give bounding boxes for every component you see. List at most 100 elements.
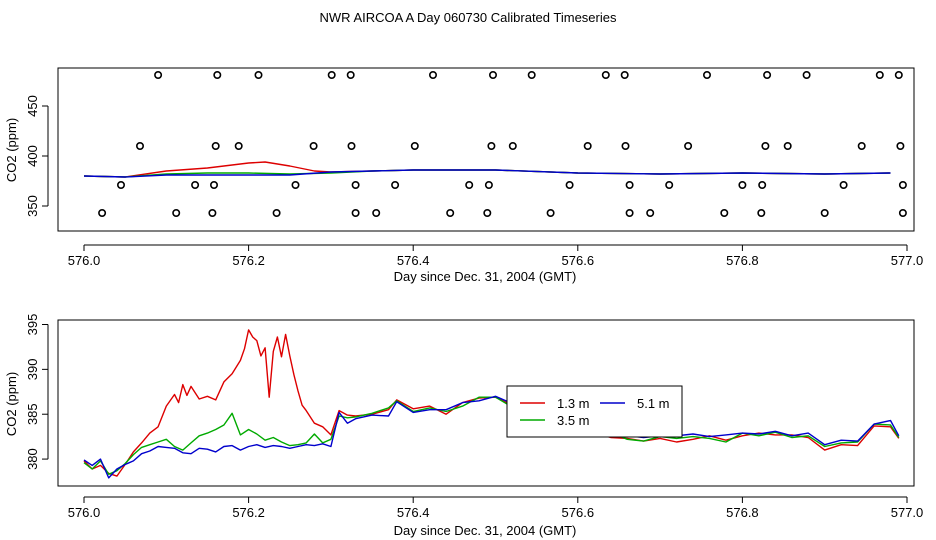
reference-point-marker xyxy=(646,209,655,218)
reference-point-marker xyxy=(410,142,419,151)
top-x-tick-label: 576.4 xyxy=(397,253,430,268)
top-y-axis-label: CO2 (ppm) xyxy=(4,118,19,182)
reference-point-marker xyxy=(483,209,492,218)
reference-point-marker xyxy=(546,209,555,218)
top-plot-frame xyxy=(57,67,915,232)
reference-point-marker xyxy=(738,181,747,190)
bottom-y-tick-label: 395 xyxy=(25,314,40,336)
top-x-tick-label: 576.8 xyxy=(726,253,759,268)
bottom-x-tick-label: 576.6 xyxy=(562,505,595,520)
top-x-tick-label: 576.6 xyxy=(562,253,595,268)
reference-point-marker xyxy=(488,71,497,80)
reference-point-marker xyxy=(857,142,866,151)
bottom-y-axis-label: CO2 (ppm) xyxy=(4,372,19,436)
bottom-x-tick-label: 576.2 xyxy=(232,505,265,520)
bottom-marks xyxy=(83,329,900,479)
reference-point-marker xyxy=(802,71,811,80)
bottom-x-tick-label: 577.0 xyxy=(891,505,924,520)
reference-point-marker xyxy=(327,71,336,80)
top-x-tick-label: 576.2 xyxy=(232,253,265,268)
reference-point-marker xyxy=(620,71,629,80)
reference-point-marker xyxy=(508,142,517,151)
top-x-axis: 576.0 576.2 576.4 576.6 576.8 577.0 xyxy=(68,244,924,268)
reference-point-marker xyxy=(211,142,220,151)
bottom-x-tick-label: 576.4 xyxy=(397,505,430,520)
legend: 1.3 m 5.1 m 3.5 m xyxy=(506,385,683,438)
reference-point-marker xyxy=(720,209,729,218)
reference-point-marker xyxy=(896,142,905,151)
reference-point-marker xyxy=(565,181,574,190)
reference-point-marker xyxy=(487,142,496,151)
top-x-tick-label: 576.0 xyxy=(68,253,101,268)
reference-point-marker xyxy=(465,181,474,190)
reference-point-marker xyxy=(898,181,907,190)
top-y-tick-label: 400 xyxy=(25,145,40,167)
reference-point-marker xyxy=(391,181,400,190)
bottom-y-tick-label: 385 xyxy=(25,403,40,425)
reference-point-marker xyxy=(117,181,126,190)
reference-point-marker xyxy=(428,71,437,80)
bottom-x-tick-label: 576.8 xyxy=(726,505,759,520)
bottom-series-line-1-3-m xyxy=(83,329,900,477)
bottom-y-tick-label: 390 xyxy=(25,358,40,380)
top-series-line-3-5-m xyxy=(83,169,891,178)
reference-point-marker xyxy=(154,71,163,80)
reference-point-marker xyxy=(309,142,318,151)
reference-point-marker xyxy=(783,142,792,151)
reference-point-marker xyxy=(234,142,243,151)
top-y-axis: 350 400 450 xyxy=(25,95,49,217)
reference-point-marker xyxy=(894,71,903,80)
reference-point-marker xyxy=(372,209,381,218)
bottom-plot-frame xyxy=(57,319,915,487)
reference-point-marker xyxy=(272,209,281,218)
reference-point-marker xyxy=(254,71,263,80)
legend-label-2: 5.1 m xyxy=(637,396,670,411)
reference-point-marker xyxy=(763,71,772,80)
reference-point-marker xyxy=(291,181,300,190)
reference-point-marker xyxy=(446,209,455,218)
reference-point-marker xyxy=(625,209,634,218)
reference-point-marker xyxy=(758,181,767,190)
reference-point-marker xyxy=(351,209,360,218)
top-marks xyxy=(83,71,907,218)
reference-point-marker xyxy=(839,181,848,190)
legend-label-3: 3.5 m xyxy=(557,413,590,428)
reference-point-marker xyxy=(351,181,360,190)
reference-point-marker xyxy=(213,71,222,80)
reference-point-marker xyxy=(346,71,355,80)
reference-point-marker xyxy=(898,209,907,218)
bottom-series-line-3-5-m xyxy=(83,395,900,479)
bottom-y-axis: 380 385 390 395 xyxy=(25,314,49,470)
reference-point-marker xyxy=(761,142,770,151)
top-y-tick-label: 350 xyxy=(25,195,40,217)
reference-point-marker xyxy=(210,181,219,190)
legend-box xyxy=(506,385,683,438)
reference-point-marker xyxy=(98,209,107,218)
top-x-tick-label: 577.0 xyxy=(891,253,924,268)
bottom-x-tick-label: 576.0 xyxy=(68,505,101,520)
reference-point-marker xyxy=(527,71,536,80)
bottom-panel: 576.0 576.2 576.4 576.6 576.8 577.0 380 385 390… xyxy=(4,314,923,538)
bottom-y-tick-label: 380 xyxy=(25,448,40,470)
top-panel: 576.0 576.2 576.4 576.6 576.8 577.0 350 400 450… xyxy=(4,67,924,284)
reference-point-marker xyxy=(820,209,829,218)
reference-point-marker xyxy=(625,181,634,190)
reference-point-marker xyxy=(191,181,200,190)
reference-point-marker xyxy=(583,142,592,151)
reference-point-marker xyxy=(684,142,693,151)
top-x-axis-label: Day since Dec. 31, 2004 (GMT) xyxy=(394,269,577,284)
reference-point-marker xyxy=(665,181,674,190)
bottom-x-axis: 576.0 576.2 576.4 576.6 576.8 577.0 xyxy=(68,496,924,520)
reference-point-marker xyxy=(136,142,145,151)
reference-point-marker xyxy=(621,142,630,151)
top-y-tick-label: 450 xyxy=(25,95,40,117)
chart-title: NWR AIRCOA A Day 060730 Calibrated Times… xyxy=(320,10,617,25)
bottom-series-line-5-1-m xyxy=(83,396,900,475)
reference-point-marker xyxy=(875,71,884,80)
legend-label-1: 1.3 m xyxy=(557,396,590,411)
reference-point-marker xyxy=(172,209,181,218)
reference-point-marker xyxy=(208,209,217,218)
reference-point-marker xyxy=(484,181,493,190)
bottom-x-axis-label: Day since Dec. 31, 2004 (GMT) xyxy=(394,523,577,538)
